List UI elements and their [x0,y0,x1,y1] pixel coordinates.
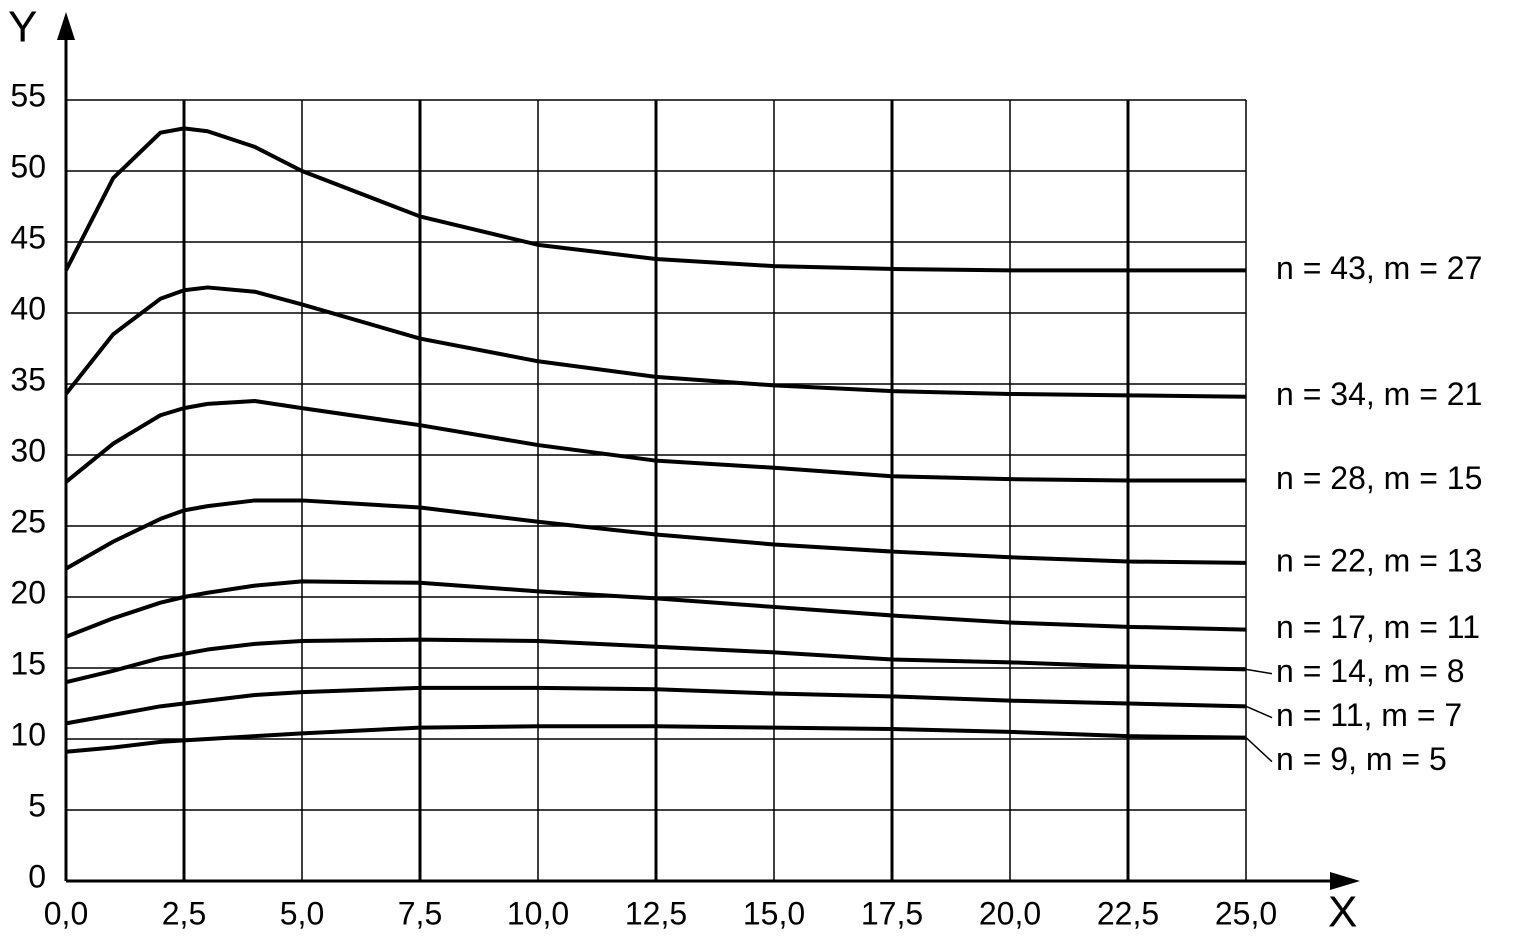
series-line [65,685,1247,726]
series-label: n = 34, m = 21 [1276,376,1482,412]
y-tick-label: 0 [28,858,46,894]
x-tick-label: 0,0 [44,895,88,931]
x-axis-label: X [1328,888,1357,937]
y-tick-label: 55 [10,77,46,113]
series-line [65,498,1247,571]
y-tick-label: 35 [10,361,46,397]
x-axis-arrow [1330,872,1360,890]
series-line [64,285,1247,399]
y-tick-label: 5 [28,787,46,823]
series-line [64,126,1246,273]
series-line [65,637,1247,685]
y-tick-label: 45 [10,219,46,255]
y-tick-label: 40 [10,290,46,326]
leader-line [1245,737,1273,763]
x-tick-label: 17,5 [861,895,923,931]
x-tick-label: 10,0 [507,895,569,931]
series-label: n = 9, m = 5 [1276,741,1447,777]
series-label: n = 11, m = 7 [1276,697,1462,733]
y-tick-label: 15 [10,645,46,681]
series-label: n = 14, m = 8 [1276,653,1465,689]
y-axis-arrow [57,12,75,40]
y-axis-label: Y [8,3,37,52]
x-tick-label: 12,5 [625,895,687,931]
series-label: n = 43, m = 27 [1276,250,1482,286]
series-label: n = 22, m = 13 [1276,542,1482,578]
x-tick-label: 2,5 [162,895,206,931]
series-line [64,399,1246,484]
x-tick-label: 25,0 [1215,895,1277,931]
series-label: n = 17, m = 11 [1276,609,1480,645]
series-line [65,724,1247,754]
leader-line [1245,705,1273,719]
x-tick-label: 5,0 [280,895,324,931]
series-label: n = 28, m = 15 [1276,460,1482,496]
y-tick-label: 50 [10,148,46,184]
x-tick-label: 15,0 [743,895,805,931]
x-tick-label: 22,5 [1097,895,1159,931]
x-tick-label: 20,0 [979,895,1041,931]
series-line [65,579,1247,639]
y-tick-label: 20 [10,574,46,610]
y-tick-label: 10 [10,716,46,752]
y-tick-label: 25 [10,503,46,539]
y-tick-label: 30 [10,432,46,468]
x-tick-label: 7,5 [398,895,442,931]
leader-line [1245,668,1273,675]
